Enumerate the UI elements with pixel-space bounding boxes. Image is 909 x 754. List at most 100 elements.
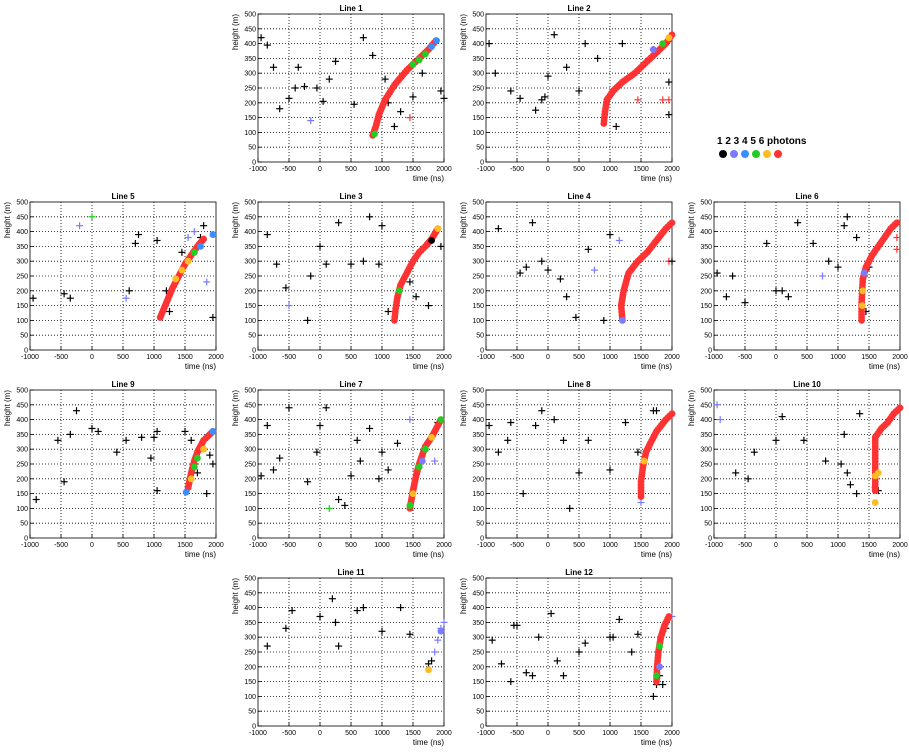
- y-tick-label: 400: [16, 229, 28, 236]
- x-tick-label: 2000: [664, 730, 680, 737]
- photon-dot: [874, 469, 882, 477]
- hit-marker: [575, 648, 583, 656]
- photon-dot: [172, 275, 180, 283]
- x-tick-label: 1500: [405, 166, 421, 173]
- x-tick-label: 500: [573, 542, 585, 549]
- hit-marker: [150, 433, 158, 441]
- hit-marker: [649, 692, 657, 700]
- hit-marker: [325, 504, 333, 512]
- y-tick-label: 400: [472, 605, 484, 612]
- x-tick-label: -500: [54, 354, 68, 361]
- hit-marker: [273, 260, 281, 268]
- x-tick-label: -1000: [477, 542, 495, 549]
- x-tick-label: -500: [738, 354, 752, 361]
- photon-dot: [653, 672, 660, 680]
- hit-marker: [507, 678, 515, 686]
- x-tick-label: 1500: [633, 730, 649, 737]
- y-axis-label: height (m): [231, 390, 240, 426]
- hit-marker: [29, 294, 37, 302]
- hit-marker: [66, 294, 74, 302]
- panel-title: Line 2: [567, 4, 591, 13]
- photon-dot: [182, 488, 190, 496]
- hit-marker: [335, 496, 343, 504]
- hit-marker: [563, 63, 571, 71]
- hit-marker: [32, 496, 40, 504]
- y-tick-label: 50: [476, 709, 484, 716]
- panel-title: Line 3: [339, 192, 363, 201]
- y-tick-label: 200: [472, 100, 484, 107]
- photon-dot: [406, 502, 414, 509]
- hit-marker: [412, 293, 420, 301]
- legend-dot-6: [774, 150, 782, 158]
- hit-marker: [532, 422, 540, 430]
- hit-marker: [893, 245, 901, 253]
- y-tick-label: 250: [16, 462, 28, 469]
- hit-marker: [304, 478, 312, 486]
- hit-marker: [609, 633, 617, 641]
- y-tick-label: 200: [244, 476, 256, 483]
- legend: 1 2 3 4 5 6 photons: [717, 136, 827, 158]
- y-tick-label: 150: [700, 303, 712, 310]
- x-axis-label: time (ns): [869, 550, 900, 559]
- hit-marker: [350, 100, 358, 108]
- hit-marker: [209, 460, 217, 468]
- y-tick-label: 400: [472, 41, 484, 48]
- hit-marker: [282, 624, 290, 632]
- photon-dot: [659, 40, 667, 47]
- y-tick-label: 150: [244, 679, 256, 686]
- y-tick-label: 350: [16, 432, 28, 439]
- x-axis-label: time (ns): [641, 738, 672, 747]
- y-axis-label: height (m): [687, 202, 696, 238]
- y-tick-label: 250: [472, 86, 484, 93]
- y-tick-label: 0: [24, 536, 28, 543]
- hit-marker: [359, 604, 367, 612]
- hit-marker: [622, 419, 629, 427]
- hit-marker: [313, 84, 321, 92]
- x-axis-label: time (ns): [185, 362, 216, 371]
- photon-dot: [858, 302, 866, 309]
- hit-marker: [615, 615, 623, 623]
- y-tick-label: 350: [472, 620, 484, 627]
- hit-marker: [843, 213, 851, 221]
- y-tick-label: 50: [248, 521, 256, 528]
- hit-marker: [519, 490, 527, 498]
- y-tick-label: 200: [244, 100, 256, 107]
- hit-marker: [431, 648, 439, 656]
- x-tick-label: -500: [54, 542, 68, 549]
- y-tick-label: 250: [244, 86, 256, 93]
- y-tick-label: 250: [700, 462, 712, 469]
- legend-title: 1 2 3 4 5 6 photons: [717, 136, 807, 147]
- hit-marker: [270, 466, 277, 474]
- hit-marker: [825, 257, 833, 265]
- hit-marker: [73, 407, 80, 415]
- x-tick-label: -500: [510, 354, 524, 361]
- y-tick-label: 300: [16, 259, 28, 266]
- x-tick-label: 1000: [374, 166, 390, 173]
- hit-marker: [713, 269, 721, 277]
- hit-marker: [122, 436, 130, 444]
- hit-marker: [840, 222, 848, 230]
- track-dot: [200, 235, 208, 243]
- photon-dot: [209, 428, 217, 435]
- hit-marker: [729, 272, 737, 280]
- y-tick-label: 300: [472, 635, 484, 642]
- hit-marker: [353, 607, 361, 615]
- hit-marker: [316, 422, 324, 430]
- y-tick-label: 450: [472, 214, 484, 221]
- hit-marker: [822, 457, 830, 465]
- x-tick-label: 0: [318, 354, 322, 361]
- y-tick-label: 300: [244, 635, 256, 642]
- y-tick-label: 50: [476, 521, 484, 528]
- y-tick-label: 100: [472, 694, 484, 701]
- x-tick-label: 0: [774, 354, 778, 361]
- hit-marker: [347, 472, 355, 480]
- x-tick-label: 1000: [830, 542, 846, 549]
- hit-marker: [263, 41, 271, 49]
- hit-marker: [665, 111, 673, 119]
- y-axis-label: height (m): [459, 202, 468, 238]
- hit-marker: [304, 316, 312, 324]
- hit-marker: [750, 448, 758, 456]
- hit-marker: [560, 672, 567, 680]
- panel-6: -1000 -500 0 500 1000 1500 2000 0 50 100 150 200 250…: [687, 192, 908, 371]
- x-tick-label: 2000: [436, 542, 452, 549]
